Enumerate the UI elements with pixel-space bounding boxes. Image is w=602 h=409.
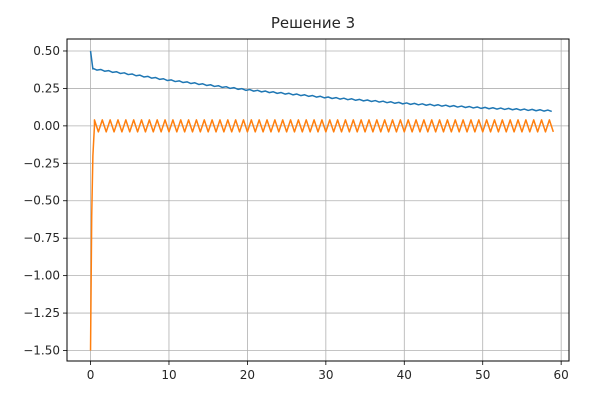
y-tick-label: 0.00: [33, 119, 60, 133]
x-tick-label: 40: [397, 368, 412, 382]
y-tick-label: −1.00: [23, 269, 60, 283]
y-tick-label: 0.50: [33, 44, 60, 58]
y-tick-label: −1.50: [23, 344, 60, 358]
y-tick-label: 0.25: [33, 81, 60, 95]
x-tick-label: 30: [318, 368, 333, 382]
y-tick-label: −0.25: [23, 156, 60, 170]
x-axis-ticks: 0 10 20 30 40 50 60: [87, 361, 569, 382]
y-axis-ticks: 0.50 0.25 0.00 −0.25 −0.50 −0.75 −1.00 −1.25 −1.…: [23, 44, 67, 358]
chart-title: Решение 3: [271, 14, 355, 32]
x-tick-label: 20: [240, 368, 255, 382]
y-tick-label: −0.50: [23, 194, 60, 208]
y-tick-label: −1.25: [23, 306, 60, 320]
plot-frame: [66, 38, 570, 362]
x-tick-label: 10: [161, 368, 176, 382]
series-line-2: [89, 119, 555, 351]
y-tick-label: −0.75: [23, 231, 60, 245]
x-tick-label: 60: [554, 368, 569, 382]
grid-lines: [67, 39, 569, 361]
series-line-1: [89, 50, 552, 113]
x-tick-label: 50: [475, 368, 490, 382]
x-tick-label: 0: [87, 368, 95, 382]
series-layer: [89, 50, 555, 351]
